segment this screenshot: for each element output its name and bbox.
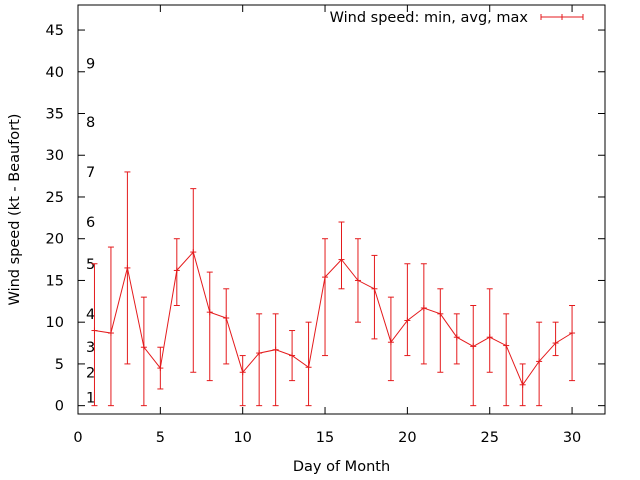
beaufort-label: 1: [86, 390, 95, 406]
x-tick-label: 20: [398, 430, 416, 446]
data-point: [404, 263, 411, 357]
data-point: [223, 288, 230, 365]
y-tick-label: 10: [46, 315, 64, 331]
data-point: [140, 296, 147, 407]
x-tick-label: 25: [480, 430, 498, 446]
x-tick-label: 10: [233, 430, 251, 446]
y-tick-label: 15: [46, 273, 64, 289]
data-point: [107, 246, 114, 407]
data-point: [503, 313, 510, 407]
y-tick-label: 0: [55, 399, 64, 415]
x-axis-label: Day of Month: [293, 459, 390, 475]
legend-sample-errorbar: [540, 14, 584, 20]
data-point: [305, 321, 312, 407]
data-point: [289, 330, 296, 382]
data-point: [338, 221, 345, 290]
x-axis: 0 5 10 15 20 25 30: [73, 5, 581, 446]
plot-frame: [77, 4, 606, 415]
y-axis-label: Wind speed (kt - Beaufort): [7, 114, 23, 306]
x-tick-label: 30: [563, 430, 581, 446]
y-tick-label: 30: [46, 148, 64, 164]
data-point: [157, 346, 164, 390]
y-tick-label: 20: [46, 232, 64, 248]
data-point: [256, 313, 263, 407]
data-point: [536, 321, 543, 407]
data-point: [387, 296, 394, 382]
x-tick-label: 5: [156, 430, 165, 446]
y-tick-label: 5: [55, 357, 64, 373]
legend: Wind speed: min, avg, max: [330, 10, 584, 26]
data-point: [124, 171, 131, 365]
y-tick-label: 45: [46, 23, 64, 39]
data-point: [486, 288, 493, 373]
beaufort-label: 6: [86, 215, 95, 231]
data-point: [519, 363, 526, 407]
legend-label: Wind speed: min, avg, max: [330, 10, 529, 26]
series-line: [94, 251, 573, 386]
data-point: [322, 238, 329, 357]
data-point: [569, 304, 576, 382]
data-point: [173, 238, 180, 306]
y-tick-label: 35: [46, 107, 64, 123]
data-point: [420, 263, 427, 365]
x-tick-label: 0: [73, 430, 82, 446]
data-point: [437, 288, 444, 373]
data-point: [190, 188, 197, 373]
data-point: [552, 321, 559, 357]
beaufort-label: 5: [86, 257, 95, 273]
beaufort-label: 3: [86, 340, 95, 356]
series-wind-speed: [91, 171, 576, 407]
data-point: [453, 313, 460, 365]
beaufort-label: 2: [86, 365, 95, 381]
data-point: [91, 263, 98, 407]
beaufort-scale: 1 2 3 4 5 6 7 8 9: [86, 56, 95, 406]
beaufort-label: 7: [86, 165, 95, 181]
beaufort-label: 8: [86, 115, 95, 131]
y-tick-label: 25: [46, 190, 64, 206]
data-point: [272, 313, 279, 407]
data-point: [239, 355, 246, 407]
data-point: [470, 304, 477, 407]
y-tick-label: 40: [46, 65, 64, 81]
beaufort-label: 4: [86, 307, 95, 323]
data-point: [354, 238, 361, 323]
x-tick-label: 15: [316, 430, 334, 446]
beaufort-label: 9: [86, 56, 95, 72]
data-point: [206, 271, 213, 382]
data-point: [371, 254, 378, 340]
